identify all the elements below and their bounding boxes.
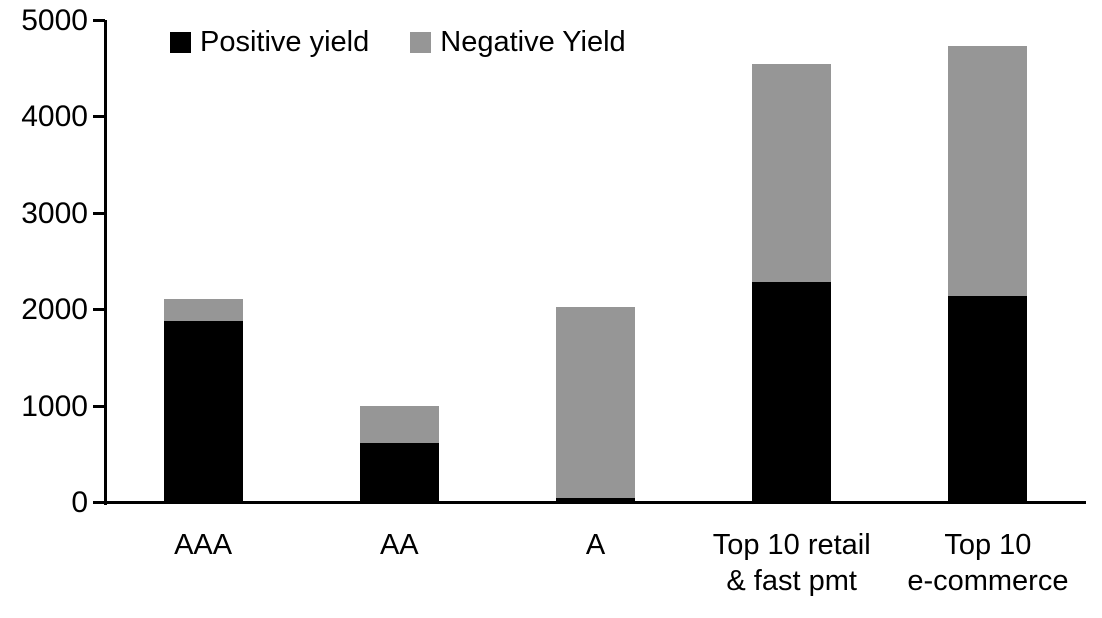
bar-segment-positive-yield [556, 498, 635, 503]
y-axis-tick [93, 501, 105, 504]
y-axis-tick-label: 4000 [21, 100, 88, 133]
y-axis-tick-label: 0 [71, 486, 88, 519]
legend-swatch-icon [410, 31, 432, 53]
bar-segment-negative-yield [948, 46, 1028, 296]
x-axis-label: AA [301, 527, 497, 563]
bar-segment-positive-yield [948, 295, 1028, 503]
y-axis-tick-label: 1000 [21, 390, 88, 423]
y-axis-tick [93, 115, 105, 118]
y-axis-tick-label: 3000 [21, 197, 88, 230]
legend-item-positive-yield: Positive yield [170, 26, 369, 58]
bar-segment-positive-yield [163, 320, 243, 503]
y-axis-tick-label: 2000 [21, 293, 88, 326]
x-axis-label-line: e-commerce [907, 565, 1069, 597]
legend-swatch-icon [170, 31, 191, 53]
y-axis-tick-label: 5000 [21, 4, 88, 37]
x-axis-label: Top 10 e-commerce [890, 527, 1086, 599]
bar-segment-negative-yield [163, 298, 243, 321]
x-axis-label: A [497, 527, 693, 563]
legend-item-negative-yield: Negative Yield [410, 26, 626, 58]
y-axis-tick [93, 212, 105, 215]
bar-segment-negative-yield [556, 307, 635, 499]
y-axis-tick [93, 19, 105, 22]
x-axis-label-line: & fast pmt [726, 565, 857, 597]
bar-segment-positive-yield [359, 442, 439, 504]
y-axis-tick [93, 308, 105, 311]
chart-legend: Positive yield Negative Yield [170, 26, 626, 58]
x-axis-label-line: Top 10 retail [712, 529, 871, 561]
y-axis-tick [93, 405, 105, 408]
legend-label: Positive yield [200, 26, 370, 58]
x-axis-label: Top 10 retail & fast pmt [694, 527, 890, 599]
y-axis-line [104, 20, 107, 505]
legend-label: Negative Yield [440, 26, 626, 58]
x-axis-label-line: AAA [174, 529, 233, 561]
x-axis-label: AAA [105, 527, 301, 563]
bar-segment-negative-yield [359, 406, 439, 443]
bar-segment-negative-yield [752, 64, 832, 283]
x-axis-label-line: A [585, 529, 606, 561]
x-axis-label-line: Top 10 [944, 529, 1032, 561]
bar-segment-positive-yield [752, 282, 832, 503]
x-axis-label-line: AA [379, 529, 419, 561]
